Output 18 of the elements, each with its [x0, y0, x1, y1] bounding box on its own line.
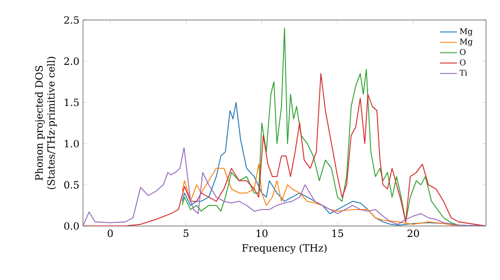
- x-tick-label: 0: [108, 230, 113, 238]
- y-axis-title: Phonon projected DOS (States/THz·primitive cell): [35, 56, 57, 190]
- x-tick-label: 15: [332, 230, 344, 238]
- x-axis-title: Frequency (THz): [242, 244, 327, 254]
- legend-label: Mg: [460, 28, 473, 36]
- legend-label: O: [460, 59, 466, 66]
- legend-label: O: [460, 48, 466, 55]
- y-tick-label: 1.5: [64, 98, 79, 106]
- y-tick-label: 1.0: [64, 140, 79, 148]
- x-tick-label: 10: [256, 230, 268, 238]
- x-tick-label: 5: [184, 230, 188, 237]
- y-tick-label: 0.5: [64, 181, 79, 189]
- x-tick-label: 20: [408, 230, 419, 238]
- y-tick-label: 2.0: [64, 57, 79, 65]
- y-tick-label: 0.0: [64, 222, 79, 230]
- legend-label: Mg: [460, 38, 473, 46]
- legend-label: Ti: [460, 70, 468, 76]
- y-tick-label: 2.5: [64, 16, 79, 24]
